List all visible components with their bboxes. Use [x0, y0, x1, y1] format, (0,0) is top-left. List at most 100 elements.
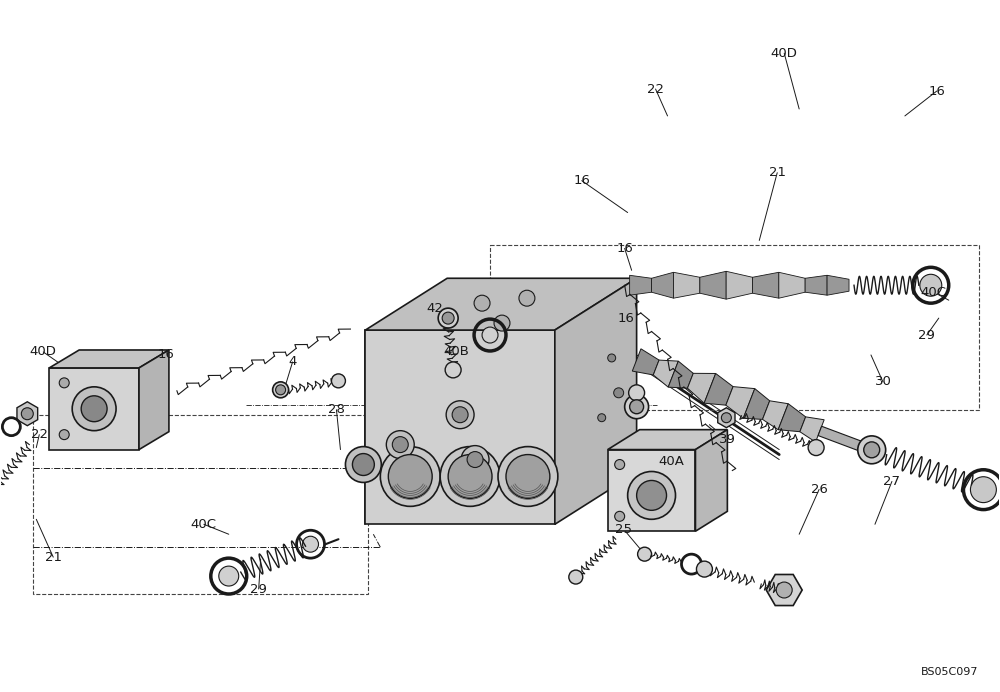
Text: 39: 39 — [719, 433, 736, 446]
Circle shape — [494, 315, 510, 331]
Text: BS05C097: BS05C097 — [921, 666, 979, 677]
Circle shape — [630, 400, 644, 414]
Polygon shape — [674, 272, 700, 298]
Circle shape — [386, 430, 414, 459]
Polygon shape — [763, 401, 788, 430]
Text: 40C: 40C — [191, 518, 217, 531]
Circle shape — [380, 446, 440, 507]
Polygon shape — [818, 426, 861, 450]
Text: 22: 22 — [31, 428, 48, 441]
Circle shape — [696, 561, 712, 577]
Text: 40D: 40D — [30, 345, 57, 358]
Text: 27: 27 — [883, 475, 900, 488]
Text: 21: 21 — [45, 551, 62, 564]
Polygon shape — [779, 272, 805, 298]
Polygon shape — [726, 387, 755, 419]
Polygon shape — [687, 373, 716, 403]
Polygon shape — [695, 430, 727, 531]
Polygon shape — [608, 450, 695, 531]
Polygon shape — [652, 272, 674, 298]
Text: 16: 16 — [616, 242, 633, 255]
Text: 16: 16 — [928, 84, 945, 98]
Circle shape — [21, 408, 33, 420]
Polygon shape — [704, 374, 733, 406]
Circle shape — [498, 446, 558, 507]
Circle shape — [776, 582, 792, 598]
Text: 40A: 40A — [659, 455, 684, 468]
Polygon shape — [17, 402, 38, 426]
Circle shape — [467, 452, 483, 468]
Circle shape — [388, 455, 432, 498]
Circle shape — [637, 480, 667, 510]
Text: 29: 29 — [918, 329, 935, 342]
Circle shape — [59, 378, 69, 388]
Circle shape — [970, 477, 996, 502]
Circle shape — [808, 439, 824, 455]
Circle shape — [345, 446, 381, 482]
Circle shape — [638, 547, 652, 561]
Circle shape — [276, 385, 286, 395]
Text: 16: 16 — [617, 311, 634, 325]
Circle shape — [625, 395, 649, 419]
Text: 22: 22 — [647, 82, 664, 95]
Polygon shape — [766, 574, 802, 606]
Circle shape — [519, 290, 535, 306]
Polygon shape — [827, 275, 849, 295]
Polygon shape — [365, 278, 637, 330]
Circle shape — [438, 308, 458, 328]
Text: 21: 21 — [769, 166, 786, 179]
Polygon shape — [608, 430, 727, 450]
Circle shape — [442, 312, 454, 324]
Polygon shape — [49, 368, 139, 450]
Text: 25: 25 — [615, 522, 632, 536]
Circle shape — [331, 374, 345, 388]
Circle shape — [506, 455, 550, 498]
Circle shape — [920, 274, 942, 296]
Polygon shape — [805, 275, 827, 295]
Circle shape — [81, 396, 107, 421]
Polygon shape — [555, 278, 637, 525]
Text: 30: 30 — [874, 375, 891, 388]
Circle shape — [614, 388, 624, 398]
Text: 16: 16 — [573, 174, 590, 187]
Circle shape — [608, 354, 616, 362]
Circle shape — [858, 436, 886, 464]
Text: 42: 42 — [427, 302, 444, 315]
Circle shape — [59, 430, 69, 439]
Circle shape — [273, 382, 289, 398]
Text: 40C: 40C — [921, 286, 947, 299]
Circle shape — [72, 387, 116, 430]
Circle shape — [615, 459, 625, 469]
Polygon shape — [630, 275, 652, 295]
Circle shape — [461, 446, 489, 473]
Polygon shape — [365, 330, 555, 525]
Polygon shape — [743, 389, 770, 419]
Text: 28: 28 — [328, 403, 345, 417]
Circle shape — [629, 385, 645, 401]
Circle shape — [303, 536, 319, 552]
Polygon shape — [726, 271, 752, 299]
Text: 16: 16 — [157, 349, 174, 361]
Circle shape — [446, 401, 474, 428]
Polygon shape — [49, 350, 169, 368]
Circle shape — [864, 442, 880, 458]
Circle shape — [445, 362, 461, 378]
Polygon shape — [778, 403, 806, 432]
Circle shape — [569, 570, 583, 584]
Text: 40D: 40D — [771, 46, 798, 60]
Polygon shape — [139, 350, 169, 450]
Circle shape — [452, 407, 468, 423]
Polygon shape — [653, 360, 678, 387]
Circle shape — [598, 414, 606, 421]
Polygon shape — [718, 408, 735, 428]
Circle shape — [628, 471, 676, 519]
Circle shape — [440, 446, 500, 507]
Polygon shape — [632, 349, 659, 375]
Text: 29: 29 — [250, 583, 267, 596]
Text: 26: 26 — [811, 483, 828, 496]
Polygon shape — [800, 417, 824, 442]
Circle shape — [392, 437, 408, 453]
Circle shape — [219, 566, 239, 586]
Text: 40B: 40B — [443, 345, 469, 358]
Circle shape — [448, 455, 492, 498]
